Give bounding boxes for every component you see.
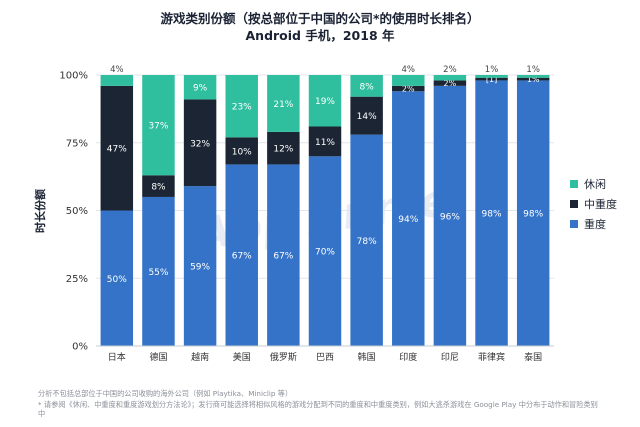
data-label: 70% [315, 248, 335, 258]
bar-segment [516, 77, 550, 81]
bar-segment [475, 80, 508, 347]
bar-segment [142, 175, 175, 197]
bar-segment [183, 99, 217, 187]
data-label: 55% [148, 268, 168, 278]
bar-segment [392, 91, 425, 346]
bar-segment [267, 131, 300, 165]
data-label: 4% [402, 65, 416, 75]
y-tick-label: 100% [59, 71, 88, 82]
bar-segment [183, 186, 217, 346]
data-label: 98% [523, 210, 543, 220]
bar-segment [142, 75, 175, 176]
x-tick-label: 泰国 [524, 351, 542, 363]
bar-segment [475, 77, 508, 81]
data-label: 96% [440, 212, 460, 222]
x-tick-label: 德国 [149, 351, 167, 363]
data-label: 47% [107, 145, 127, 155]
x-tick-label: 印度 [399, 351, 417, 363]
bar-segment [225, 75, 258, 138]
x-tick-label: 菲律宾 [478, 351, 505, 363]
legend-swatch [570, 200, 578, 208]
bar-segment [516, 80, 550, 347]
bar-segment [392, 85, 425, 92]
data-label: [1] [486, 75, 497, 84]
bar-segment [225, 164, 258, 346]
footnote-methodology: * 请参阅《休闲、中重度和重度游戏划分方法论》；发行商可能选择将相似风格的游戏分… [38, 400, 598, 418]
x-tick-label: 日本 [108, 351, 126, 363]
x-tick-label: 美国 [233, 351, 251, 363]
data-label: 78% [357, 237, 377, 247]
bar-segment [433, 85, 467, 346]
bar-segment [392, 75, 425, 86]
bar-segment [433, 80, 467, 86]
bar-segment [225, 137, 258, 165]
data-label: 1% [527, 75, 540, 84]
bar-segment [308, 75, 342, 127]
bar-segment [183, 75, 217, 100]
data-label: 23% [232, 103, 252, 113]
bar-segment [267, 164, 300, 346]
bar-segment [308, 126, 342, 157]
data-label: 10% [232, 147, 252, 157]
data-label: 67% [273, 252, 293, 262]
legend-label: 重度 [584, 217, 606, 231]
data-label: 94% [398, 215, 418, 225]
legend-label: 休闲 [584, 177, 606, 191]
data-label: 59% [190, 263, 210, 273]
bar-segment [350, 75, 383, 97]
data-label: 50% [107, 275, 127, 285]
data-label: 9% [193, 84, 208, 94]
footnote-exclusion: 分析不包括总部位于中国的公司收购的海外公司（例如 Playtika、Minicl… [38, 389, 293, 398]
y-tick-label: 25% [66, 274, 88, 285]
legend-swatch [570, 180, 578, 188]
data-label: 11% [315, 138, 335, 148]
y-tick-label: 0% [72, 342, 88, 353]
data-label: 21% [273, 100, 293, 110]
chart-title: 游戏类别份额（按总部位于中国的公司*的使用时长排名） [160, 11, 480, 26]
x-tick-label: 俄罗斯 [270, 351, 297, 363]
data-label: 1% [485, 65, 499, 75]
x-tick-label: 巴西 [316, 352, 334, 363]
data-label: 2% [443, 65, 457, 75]
bar-segment [516, 75, 550, 78]
bar-segment [100, 85, 134, 211]
data-label: 14% [357, 112, 377, 122]
bar-segment [433, 75, 467, 81]
data-label: 12% [273, 145, 293, 155]
legend-label: 中重度 [584, 197, 617, 211]
bar-segment [350, 134, 383, 346]
y-tick-label: 50% [66, 206, 88, 217]
x-tick-label: 越南 [191, 351, 209, 363]
data-label: 2% [444, 79, 457, 88]
bar-segment [100, 75, 134, 86]
data-label: 8% [151, 183, 166, 193]
chart-subtitle: Android 手机，2018 年 [245, 28, 395, 43]
bar-segment [142, 196, 175, 346]
data-label: 19% [315, 97, 335, 107]
data-label: 8% [359, 82, 374, 92]
data-label: 98% [482, 210, 502, 220]
bar-segment [308, 156, 342, 346]
x-tick-label: 韩国 [358, 351, 376, 363]
legend-swatch [570, 220, 578, 228]
data-label: 67% [232, 252, 252, 262]
bar-segment [267, 75, 300, 132]
data-label: 1% [526, 65, 540, 75]
data-label: 2% [402, 85, 415, 94]
data-label: 32% [190, 139, 210, 149]
data-label: 4% [110, 65, 124, 75]
bar-segment [100, 210, 134, 346]
x-tick-label: 印尼 [441, 351, 459, 363]
bar-segment [475, 75, 508, 78]
bar-segment [350, 96, 383, 135]
y-axis-label: 时长份额 [33, 189, 47, 233]
data-label: 37% [148, 122, 168, 132]
y-tick-label: 75% [66, 138, 88, 149]
